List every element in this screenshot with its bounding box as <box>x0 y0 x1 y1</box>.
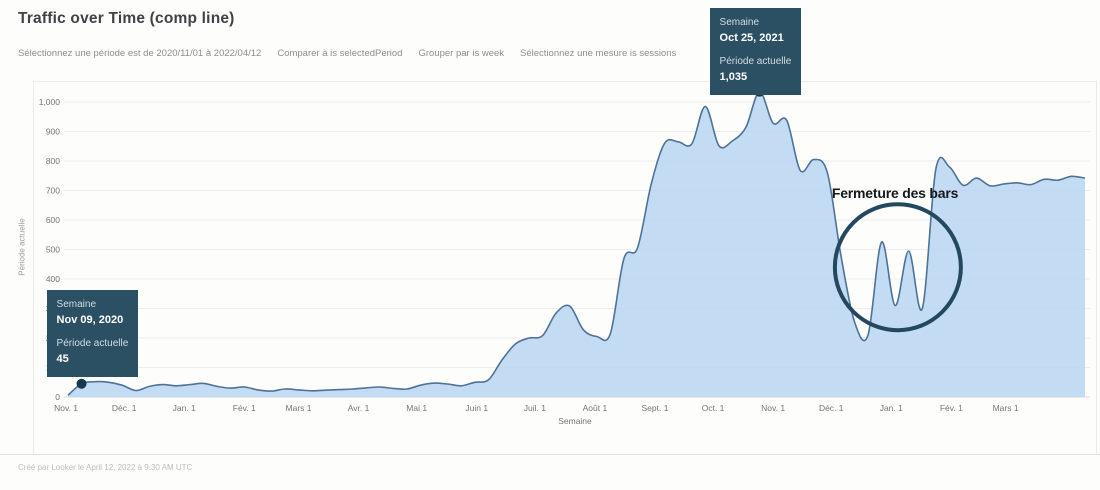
x-tick-label: Déc. 1 <box>112 403 137 413</box>
filter-group-by: Grouper par is week <box>418 48 505 59</box>
tooltip-measure-label: Période actuelle <box>719 56 792 68</box>
y-tick-label: 500 <box>46 245 60 255</box>
x-tick-label: Nov. 1 <box>761 403 785 413</box>
x-tick-label: Avr. 1 <box>348 403 370 413</box>
filter-bar: Sélectionnez une période est de 2020/11/… <box>18 48 676 59</box>
x-tick-label: Déc. 1 <box>819 403 844 413</box>
x-tick-label: Sept. 1 <box>641 403 668 413</box>
tooltip-value: 45 <box>56 352 69 365</box>
tooltip-date: Nov 09, 2020 <box>56 313 124 326</box>
x-tick-label: Juil. 1 <box>524 403 546 413</box>
x-axis-title: Semaine <box>558 416 592 426</box>
y-tick-label: 600 <box>46 215 60 225</box>
x-tick-label: Mai 1 <box>406 403 427 413</box>
x-tick-label: Mars 1 <box>286 403 312 413</box>
x-tick-label: Fév. 1 <box>940 403 963 413</box>
chart-card <box>33 81 1097 455</box>
y-tick-label: 900 <box>46 127 60 137</box>
tooltip-date: Oct 25, 2021 <box>719 31 784 44</box>
footer-attribution: Créé par Looker le April 12, 2022 à 9:30… <box>18 463 193 472</box>
filter-compare: Comparer à is selectedPeriod <box>277 48 403 59</box>
traffic-line[interactable] <box>67 90 1086 396</box>
filter-period: Sélectionnez une période est de 2020/11/… <box>18 48 262 59</box>
tooltip-start: Semaine Nov 09, 2020 Période actuelle 45 <box>46 290 139 377</box>
x-tick-label: Jan. 1 <box>880 403 903 413</box>
page-title: Traffic over Time (comp line) <box>18 10 235 27</box>
x-tick-label: Mars 1 <box>993 403 1019 413</box>
traffic-area-fill[interactable] <box>68 91 1085 398</box>
x-tick-label: Août 1 <box>583 403 608 413</box>
data-point-marker[interactable] <box>76 378 87 389</box>
x-tick-label: Fév. 1 <box>233 403 256 413</box>
tooltip-dimension-label: Semaine <box>719 17 760 28</box>
y-tick-label: 1,000 <box>39 97 61 107</box>
x-tick-label: Jan. 1 <box>173 403 196 413</box>
y-tick-label: 400 <box>46 274 60 284</box>
x-tick-label: Nov. 1 <box>54 403 78 413</box>
tooltip-value: 1,035 <box>719 70 748 83</box>
x-tick-label: Juin 1 <box>465 403 488 413</box>
y-tick-label: 0 <box>55 392 60 402</box>
card-bottom-divider <box>0 454 1100 455</box>
tooltip-dimension-label: Semaine <box>56 299 97 310</box>
annotation-circle <box>832 202 963 333</box>
tooltip-measure-label: Période actuelle <box>56 338 129 350</box>
y-tick-label: 700 <box>46 186 60 196</box>
tooltip-peak: Semaine Oct 25, 2021 Période actuelle 1,… <box>709 8 802 95</box>
y-tick-label: 800 <box>46 156 60 166</box>
filter-measure: Sélectionnez une mesure is sessions <box>520 48 677 59</box>
annotation-label: Fermeture des bars <box>831 185 959 202</box>
x-tick-label: Oct. 1 <box>702 403 725 413</box>
